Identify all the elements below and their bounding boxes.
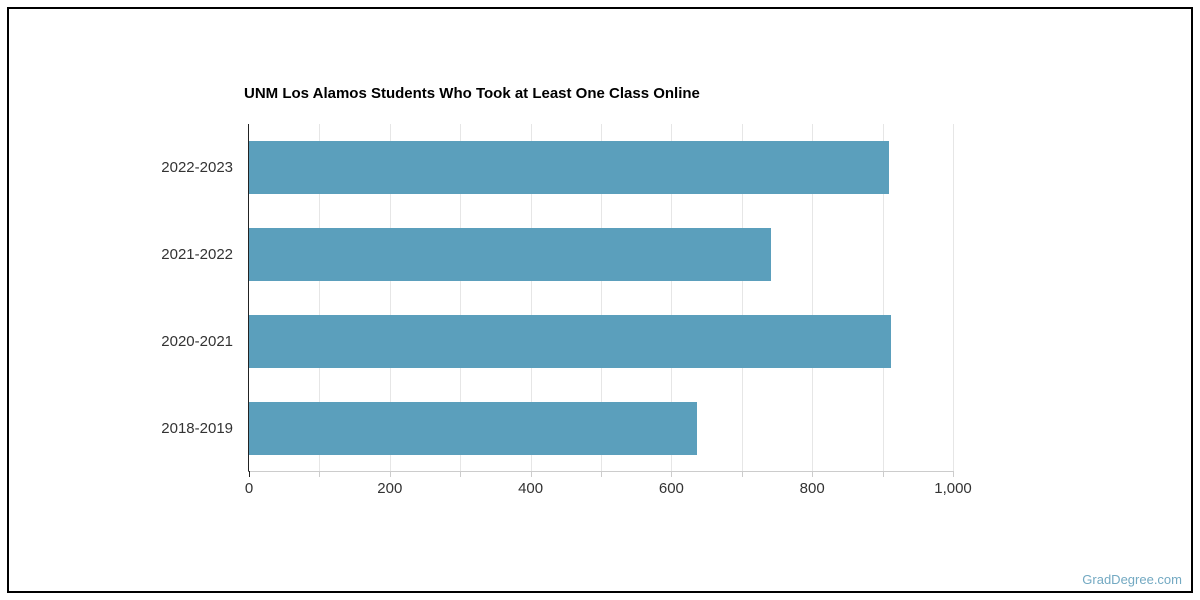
gridline [389, 124, 391, 471]
bar-row: 2022-2023 [161, 124, 953, 211]
gridline [741, 124, 743, 471]
gridline [460, 124, 462, 471]
x-axis-tick-label: 1,000 [934, 480, 972, 497]
gridline [530, 124, 532, 471]
bar-row: 2020-2021 [161, 298, 953, 385]
gridline [812, 124, 814, 471]
x-axis-tick [319, 471, 321, 477]
x-axis-tick [812, 471, 814, 477]
plot-area: 2022-2023 2021-2022 2020-2021 2018-2019 0 200… [161, 124, 972, 497]
x-axis-tick [389, 471, 391, 477]
watermark-link[interactable]: GradDegree.com [1082, 572, 1182, 587]
x-axis-tick [953, 471, 954, 477]
x-axis-tick [530, 471, 532, 477]
gridline [319, 124, 321, 471]
y-axis-category-label: 2018-2019 [161, 420, 233, 437]
x-axis-tick [741, 471, 743, 477]
gridline [671, 124, 673, 471]
x-axis-tick-label: 400 [518, 480, 544, 497]
x-axis-tick-label: 200 [377, 480, 403, 497]
gridline [601, 124, 602, 471]
x-axis-tick-label: 0 [244, 480, 254, 497]
x-axis-tick [882, 471, 884, 477]
y-axis-category-label: 2022-2023 [161, 159, 233, 176]
bar-row: 2018-2019 [161, 385, 953, 472]
x-axis-tick-label: 600 [658, 480, 684, 497]
x-axis-tick [601, 471, 602, 477]
bar-2022-2023 [249, 141, 889, 194]
bar-2020-2021 [249, 315, 892, 368]
bar-2018-2019 [249, 402, 698, 455]
gridline [882, 124, 884, 471]
bar-2021-2022 [249, 228, 771, 281]
x-axis-tick-label: 800 [799, 480, 825, 497]
y-axis-category-label: 2021-2022 [161, 246, 233, 263]
y-axis-category-label: 2020-2021 [161, 333, 233, 350]
chart-title: UNM Los Alamos Students Who Took at Leas… [244, 85, 700, 102]
x-axis-tick [460, 471, 462, 477]
bar-row: 2021-2022 [161, 211, 953, 298]
x-axis-tick [249, 471, 250, 477]
x-axis-tick [671, 471, 673, 477]
gridline [953, 124, 954, 471]
